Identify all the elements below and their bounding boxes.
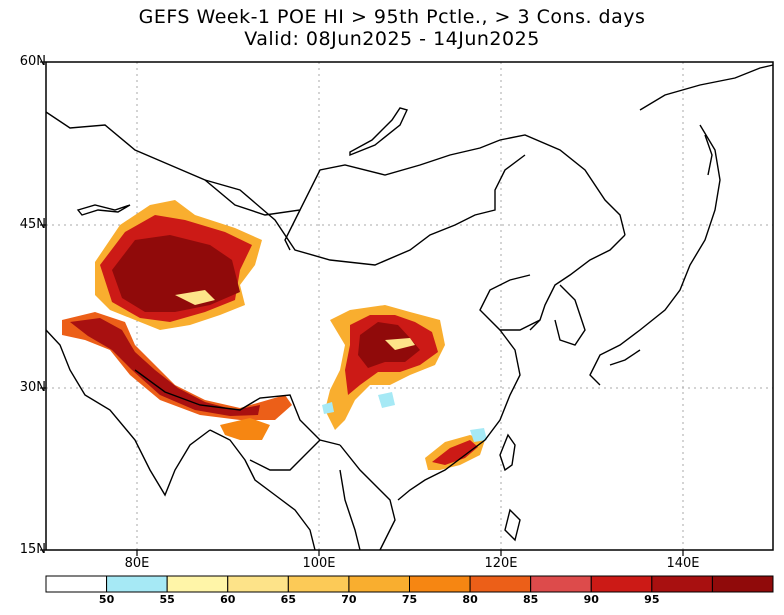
colorbar-tick-label: 50: [98, 593, 115, 606]
colorbar-tick-label: 70: [341, 593, 357, 606]
lat-label-60n: 60N: [19, 54, 46, 69]
colorbar-swatch: [348, 575, 410, 593]
lat-label-30n: 30N: [19, 380, 46, 395]
colorbar-tick-label: 75: [401, 593, 418, 606]
colorbar-swatch: [287, 575, 350, 593]
valid-dates: Valid: 08Jun2025 - 14Jun2025: [244, 28, 540, 50]
colorbar-tick-label: 80: [462, 593, 478, 606]
colorbar-swatch: [469, 575, 532, 593]
shade-gap-xinjiang: [175, 290, 215, 305]
lat-label-15n: 15N: [19, 542, 46, 557]
map-title: GEFS Week-1 POE HI > 95th Pctle., > 3 Co…: [138, 6, 646, 28]
colorbar-swatch: [409, 575, 471, 593]
colorbar-swatch: [106, 575, 168, 593]
colorbar-swatch: [166, 575, 229, 593]
colorbar-tick-label: 90: [583, 593, 599, 606]
colorbar-swatch: [590, 575, 653, 593]
colorbar-swatch: [711, 575, 774, 593]
shade-central-gap: [385, 338, 415, 350]
map-frame: [45, 61, 774, 551]
shade-blue-2: [470, 428, 487, 442]
shade-blue-3: [322, 402, 334, 414]
lon-label-140e: 140E: [666, 556, 700, 571]
colorbar-tick-label: 60: [220, 593, 236, 606]
shade-assam: [220, 418, 270, 440]
colorbar-swatch: [530, 575, 592, 593]
shade-core-xinjiang: [112, 235, 240, 312]
shade-central-core: [358, 322, 420, 368]
shade-west-core: [70, 318, 260, 416]
lon-label-120e: 120E: [484, 556, 518, 571]
colorbar-swatch: [651, 575, 713, 593]
shade-south-core: [432, 440, 478, 465]
colorbar-swatch: [227, 575, 289, 593]
colorbar-tick-label: 85: [523, 593, 539, 606]
axis-ticks: [40, 61, 684, 556]
lon-label-100e: 100E: [302, 556, 336, 571]
colorbar-swatch: [45, 575, 108, 593]
lat-label-45n: 45N: [19, 217, 46, 232]
shade-blue-1: [378, 392, 395, 408]
colorbar-tick-label: 95: [644, 593, 660, 606]
colorbar-tick-label: 55: [159, 593, 175, 606]
colorbar-tick-label: 65: [280, 593, 296, 606]
coastlines: [45, 64, 774, 551]
lon-label-80e: 80E: [124, 556, 150, 571]
heat-shading: [62, 200, 487, 470]
